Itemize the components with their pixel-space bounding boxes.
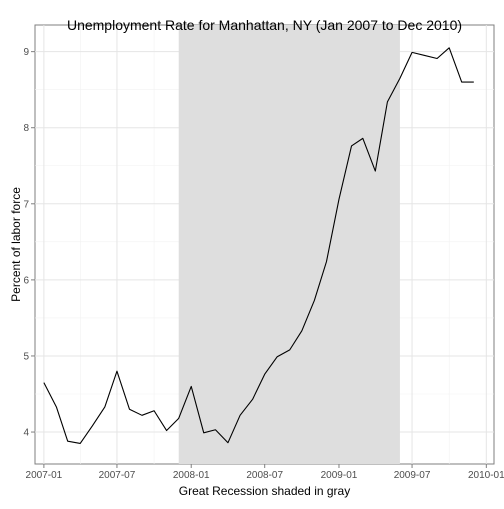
- y-tick-label: 7: [23, 199, 29, 210]
- y-tick-label: 5: [23, 351, 29, 362]
- y-tick-label: 8: [23, 123, 29, 134]
- chart-title: Unemployment Rate for Manhattan, NY (Jan…: [67, 17, 462, 33]
- x-tick-label: 2008-01: [173, 470, 210, 481]
- x-axis-label: Great Recession shaded in gray: [179, 484, 350, 498]
- y-axis-label: Percent of labor force: [9, 187, 23, 302]
- recession-shade: [178, 25, 400, 464]
- x-tick-label: 2010-01: [468, 470, 504, 481]
- y-tick-label: 6: [23, 275, 29, 286]
- x-tick-label: 2007-07: [99, 470, 136, 481]
- y-tick-label: 9: [23, 47, 29, 58]
- line-layer: [43, 47, 474, 445]
- x-tick-label: 2009-01: [321, 470, 358, 481]
- y-tick-label: 4: [23, 428, 29, 439]
- tick-layer: 4 5 6 7 8 9 2007-01 2007-07 2008-01 2008-07 2009-0…: [23, 47, 504, 481]
- unemployment-line: [43, 47, 474, 445]
- shade-layer: [178, 25, 400, 464]
- x-tick-label: 2008-07: [246, 470, 283, 481]
- x-tick-label: 2009-07: [394, 470, 431, 481]
- x-tick-label: 2007-01: [26, 470, 63, 481]
